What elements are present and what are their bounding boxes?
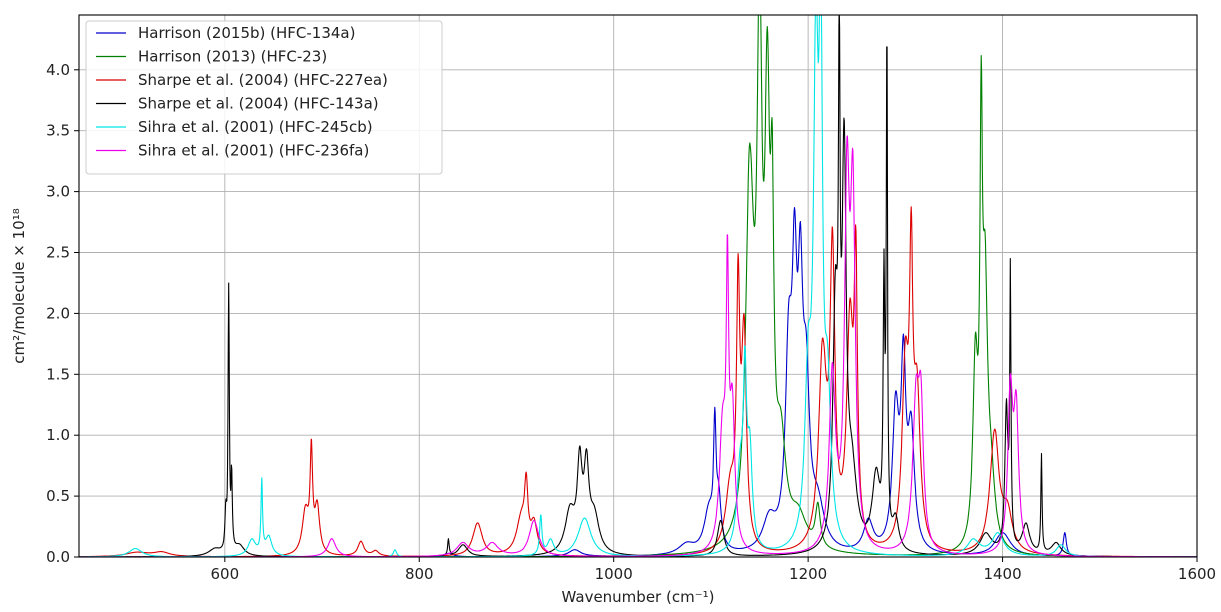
y-tick-label: 1.0	[46, 426, 70, 444]
x-tick-label: 1400	[983, 565, 1021, 583]
y-tick-label: 3.0	[46, 183, 70, 201]
legend-label: Sharpe et al. (2004) (HFC-227ea)	[138, 71, 388, 89]
y-axis-label: cm²/molecule × 10¹⁸	[10, 208, 28, 363]
legend-box	[85, 20, 443, 175]
legend-label: Harrison (2013) (HFC-23)	[138, 48, 327, 66]
legend-label: Harrison (2015b) (HFC-134a)	[138, 24, 355, 42]
y-tick-label: 4.0	[46, 61, 70, 79]
legend-label: Sihra et al. (2001) (HFC-236fa)	[138, 142, 369, 160]
y-tick-label: 3.5	[46, 122, 70, 140]
y-tick-label: 2.5	[46, 244, 70, 262]
legend: Harrison (2015b) (HFC-134a) Harrison (201…	[85, 20, 443, 175]
x-tick-label: 1200	[789, 565, 827, 583]
legend-label: Sihra et al. (2001) (HFC-245cb)	[138, 118, 373, 136]
y-tick-label: 0.0	[46, 548, 70, 566]
plot-frame	[78, 14, 1198, 558]
x-tick-label: 1600	[1178, 565, 1216, 583]
y-tick-label: 2.0	[46, 304, 70, 322]
axis-ticks: 600 800 1000 1200 1400 1600 0.0 0.5 1.0 1.5 2.0 2.5…	[46, 61, 1216, 583]
y-tick-label: 0.5	[46, 487, 70, 505]
series-line-6	[79, 135, 1197, 557]
x-tick-label: 600	[211, 565, 240, 583]
x-tick-label: 800	[405, 565, 434, 583]
x-axis-label: Wavenumber (cm⁻¹)	[562, 588, 715, 606]
legend-label: Sharpe et al. (2004) (HFC-143a)	[138, 95, 379, 113]
x-tick-label: 1000	[595, 565, 633, 583]
y-tick-label: 1.5	[46, 365, 70, 383]
series-line-1	[79, 207, 1197, 557]
series-line-3	[79, 206, 1197, 557]
